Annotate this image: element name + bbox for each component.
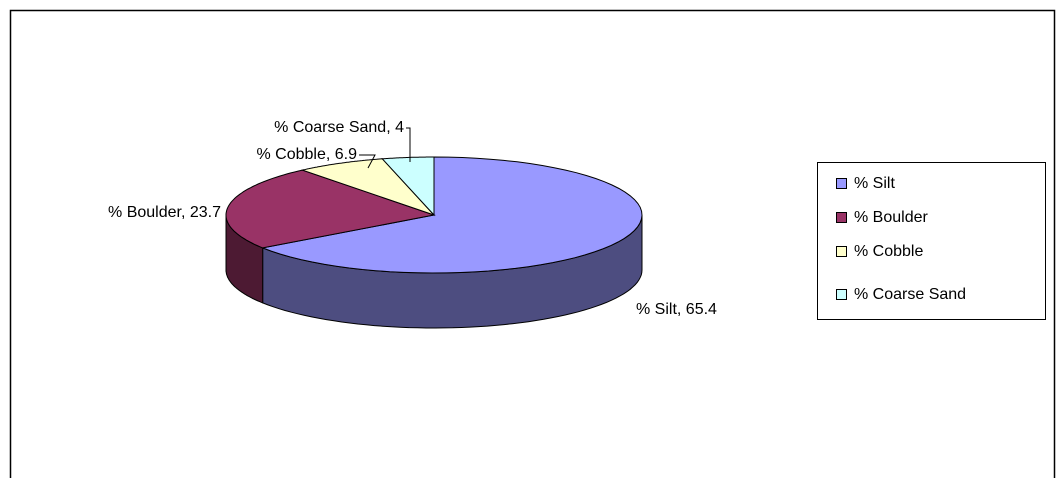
legend-box xyxy=(817,162,1046,320)
legend-swatch xyxy=(836,178,847,189)
slice xyxy=(300,158,435,216)
data-label: % Cobble, 6.9 xyxy=(256,146,357,163)
slice xyxy=(381,156,435,217)
legend-swatch xyxy=(836,246,847,257)
legend-label: % Silt xyxy=(854,175,895,192)
legend-swatch xyxy=(836,212,847,223)
legend-label: % Cobble xyxy=(854,243,923,260)
leader-line xyxy=(406,127,411,162)
legend-label: % Boulder xyxy=(854,209,928,226)
data-label: % Coarse Sand, 4 xyxy=(274,119,404,136)
data-label: % Silt, 65.4 xyxy=(636,301,717,318)
data-label: % Boulder, 23.7 xyxy=(108,204,221,221)
leader-line xyxy=(359,154,376,169)
slice xyxy=(225,169,436,249)
legend-label: % Coarse Sand xyxy=(854,286,966,303)
legend-swatch xyxy=(836,289,847,300)
slice xyxy=(260,156,643,274)
